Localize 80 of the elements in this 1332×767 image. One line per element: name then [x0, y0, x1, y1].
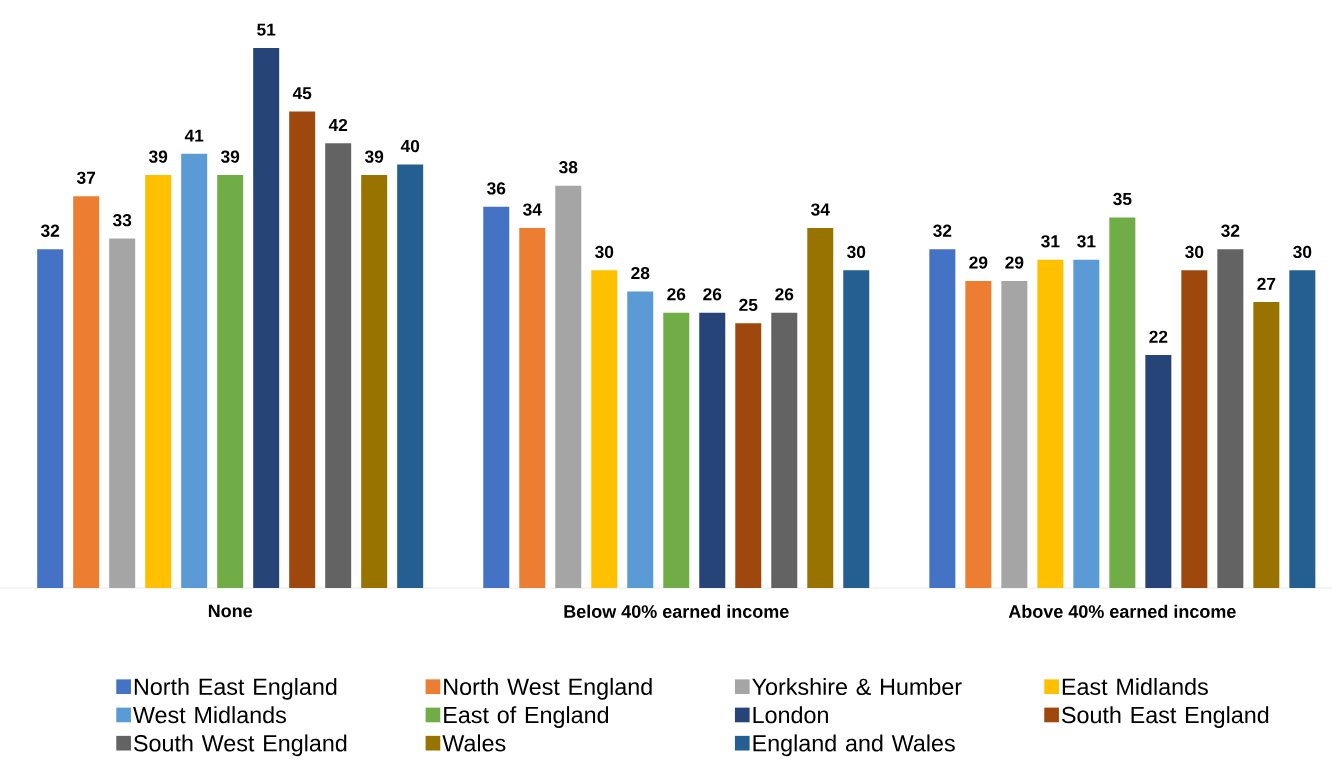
bar	[73, 196, 100, 588]
legend-label: South East England	[1061, 706, 1269, 728]
data-label: 34	[523, 203, 542, 216]
bar	[771, 312, 798, 588]
data-label: 45	[292, 87, 312, 100]
data-label: 26	[775, 288, 794, 301]
data-label: 42	[328, 118, 348, 132]
bar	[1145, 355, 1172, 588]
legend-label: East of England	[444, 706, 609, 728]
bar	[397, 164, 424, 588]
data-label: 29	[969, 256, 988, 269]
data-label: 27	[1257, 277, 1276, 290]
data-label: 32	[1221, 224, 1240, 237]
data-label: 32	[933, 224, 952, 237]
bar	[735, 323, 762, 588]
bar	[361, 175, 388, 588]
data-label: 33	[112, 214, 132, 227]
data-label: 41	[184, 129, 204, 142]
legend-label: England and Wales	[753, 734, 955, 757]
legend-label: London	[753, 706, 828, 724]
legend-label: North West England	[444, 677, 652, 700]
data-label: 26	[667, 288, 686, 301]
legend-label: West Midlands	[133, 706, 286, 724]
data-label: 34	[811, 203, 830, 216]
bar	[253, 47, 280, 588]
bar	[109, 238, 136, 588]
bar	[1253, 302, 1280, 588]
bar	[37, 249, 64, 588]
data-label: 38	[559, 161, 578, 174]
data-label: 30	[847, 245, 866, 259]
bar	[627, 291, 654, 588]
x-tick-label: Below 40% earned income	[564, 604, 789, 618]
data-label: 31	[1041, 235, 1060, 248]
bar	[1289, 270, 1316, 588]
data-label: 35	[1113, 192, 1132, 206]
bar	[843, 270, 870, 588]
data-label: 26	[703, 288, 722, 301]
legend-label: East Midlands	[1062, 677, 1208, 696]
bar	[181, 153, 208, 588]
data-label: 29	[1005, 256, 1024, 269]
data-label: 37	[76, 171, 96, 184]
data-label: 40	[400, 139, 420, 153]
bar	[663, 312, 690, 588]
data-label: 30	[1185, 245, 1204, 259]
data-label: 51	[257, 23, 276, 36]
data-label: 30	[1293, 245, 1312, 259]
data-label: 25	[739, 298, 758, 312]
bar	[965, 280, 992, 588]
bar	[1073, 259, 1100, 588]
data-label: 39	[220, 150, 240, 163]
legend-label: Yorkshire & Humber	[752, 677, 962, 696]
bar	[807, 227, 834, 588]
bar	[699, 312, 726, 588]
bar	[325, 143, 352, 588]
data-label: 39	[364, 150, 384, 163]
bar	[289, 111, 316, 588]
bar	[519, 227, 546, 588]
legend-label: South West England	[134, 734, 347, 757]
bar	[1109, 217, 1136, 588]
data-label: 32	[40, 224, 60, 237]
bar	[1217, 249, 1244, 588]
bar	[145, 175, 172, 588]
bar	[1181, 270, 1208, 588]
bar	[555, 185, 582, 588]
data-label: 31	[1077, 235, 1096, 248]
bar	[483, 206, 510, 588]
data-label: 28	[631, 266, 650, 280]
bar	[591, 270, 618, 588]
bar	[217, 175, 244, 588]
bar	[1001, 280, 1028, 588]
data-label: 22	[1149, 330, 1168, 343]
x-tick-label: None	[208, 604, 253, 618]
bar	[1037, 259, 1064, 588]
data-label: 30	[595, 245, 614, 259]
bar	[929, 249, 956, 588]
x-tick-label: Above 40% earned income	[1008, 604, 1236, 618]
legend-label: North East England	[134, 677, 337, 700]
legend-label: Wales	[442, 734, 506, 752]
data-label: 39	[148, 150, 168, 163]
data-label: 36	[487, 182, 506, 195]
